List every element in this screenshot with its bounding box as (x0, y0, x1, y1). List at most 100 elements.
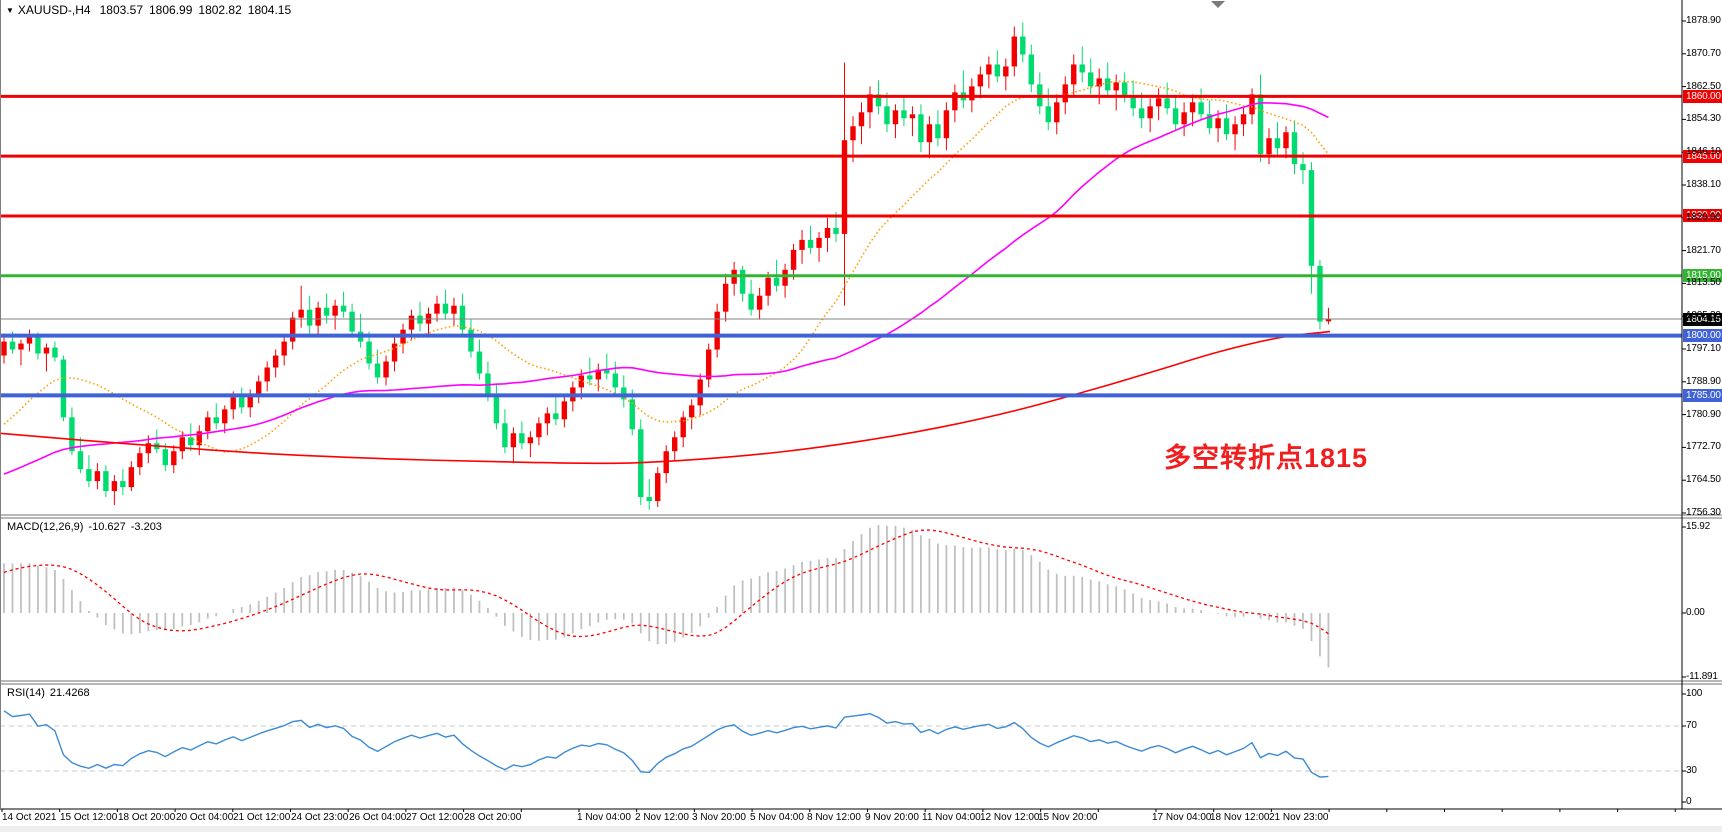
time-axis-label: 17 Nov 04:00 (1152, 812, 1212, 823)
time-axis-label: 14 Oct 2021 (2, 812, 57, 823)
candle-body (239, 397, 245, 408)
price-axis-tick: 1780.90 (1686, 408, 1721, 420)
candle-body (1028, 54, 1034, 85)
candle-body (349, 311, 355, 332)
candle-body (1266, 138, 1272, 155)
candle-body (332, 305, 338, 316)
symbol-dropdown-icon[interactable]: ▼ (6, 6, 14, 15)
time-axis-label: 12 Nov 12:00 (980, 812, 1040, 823)
time-axis-label: 1 Nov 04:00 (577, 812, 631, 823)
candle-body (391, 343, 398, 362)
price-axis-tick: 1788.90 (1686, 375, 1721, 387)
candle-body (884, 106, 890, 125)
bottom-strip (0, 826, 1722, 832)
price-axis-tick: 1838.10 (1686, 179, 1721, 190)
macd-main-value: -10.627 (88, 521, 126, 533)
rsi-indicator-label: RSI(14) 21.4268 (7, 687, 95, 699)
candle-body (77, 451, 84, 470)
time-axis-label: 18 Nov 12:00 (1210, 812, 1270, 823)
candle-body (451, 305, 457, 314)
candle-body (1, 341, 7, 356)
macd-axis-tick: 15.92 (1686, 521, 1711, 532)
time-axis-label: 8 Nov 12:00 (807, 812, 861, 823)
candle-body (502, 423, 508, 448)
candle-body (1189, 102, 1196, 113)
candle-body (323, 307, 330, 316)
candle-body (1300, 164, 1306, 171)
price-axis-tick: 1846.10 (1686, 146, 1721, 158)
candle-body (468, 329, 474, 352)
time-axis-label: 11 Nov 04:00 (922, 812, 981, 823)
candle-body (519, 433, 525, 444)
candle-body (1020, 36, 1026, 55)
candle-body (1308, 170, 1315, 266)
candle-body (943, 110, 950, 139)
candle-body (672, 437, 678, 452)
time-axis-label: 26 Oct 04:00 (349, 812, 407, 823)
candle-body (111, 481, 118, 492)
time-axis-label: 2 Nov 12:00 (635, 812, 689, 823)
candle-body (1071, 64, 1077, 85)
candle-body (230, 397, 236, 410)
candle-body (315, 307, 321, 326)
candle-body (366, 341, 372, 364)
candle-body (128, 467, 135, 488)
candle-body (408, 315, 415, 330)
candle-body (850, 126, 856, 141)
candle-body (52, 347, 58, 358)
price-axis-tick: 1805.30 (1686, 310, 1721, 322)
candle-body (1223, 118, 1230, 135)
candle-body (969, 86, 975, 101)
candle-body (1003, 66, 1009, 77)
candle-body (629, 399, 635, 430)
chart-text-annotation[interactable]: 多空转折点1815 (1164, 443, 1369, 473)
candle-body (952, 92, 958, 111)
candle-body (1147, 106, 1153, 119)
price-axis-tick: 1772.70 (1686, 441, 1721, 453)
candle-body (442, 303, 449, 314)
candle-body (86, 469, 92, 482)
candle-body (247, 395, 253, 408)
candle-body (909, 114, 916, 119)
candle-body (722, 283, 729, 312)
candle-body (816, 237, 822, 248)
candle-body (544, 413, 551, 424)
price-axis-tick: 1756.30 (1686, 507, 1721, 518)
candle-body (1138, 108, 1145, 119)
candle-body (1317, 265, 1323, 322)
candle-body (383, 361, 389, 378)
rsi-axis-tick: 70 (1686, 720, 1697, 731)
candle-body (493, 395, 500, 424)
ma-slow-line (0, 330, 1331, 465)
chart-title-bar[interactable]: ▼ XAUUSD-,H4 1803.57 1806.99 1802.82 1804.15 (6, 3, 297, 17)
candle-body (281, 341, 287, 356)
candle-body (595, 369, 601, 380)
candle-body (1181, 112, 1187, 125)
candle-body (222, 409, 228, 424)
candle-body (188, 437, 194, 446)
candle-body (26, 335, 33, 344)
candle-body (94, 471, 101, 482)
price-axis-tick: 1854.30 (1686, 113, 1721, 125)
candle-body (1054, 102, 1060, 123)
candle-body (43, 347, 50, 354)
candle-body (756, 295, 763, 310)
candle-body (578, 375, 585, 388)
time-axis-label: 28 Oct 20:00 (464, 812, 522, 823)
candle-body (510, 433, 517, 448)
candle-body (1283, 132, 1289, 149)
candle-body (1088, 72, 1094, 87)
candle-body (289, 317, 296, 342)
candle-body (994, 64, 1001, 77)
candle-body (1096, 78, 1102, 87)
candle-body (1215, 118, 1221, 129)
candle-body (103, 471, 109, 492)
rsi-axis-tick: 100 (1686, 688, 1703, 699)
candle-body (655, 473, 661, 502)
candle-body (1062, 84, 1068, 103)
candle-body (340, 305, 347, 312)
price-axis-tick: 1862.50 (1686, 80, 1721, 92)
candle-body (1274, 138, 1281, 149)
candle-body (1105, 78, 1111, 91)
